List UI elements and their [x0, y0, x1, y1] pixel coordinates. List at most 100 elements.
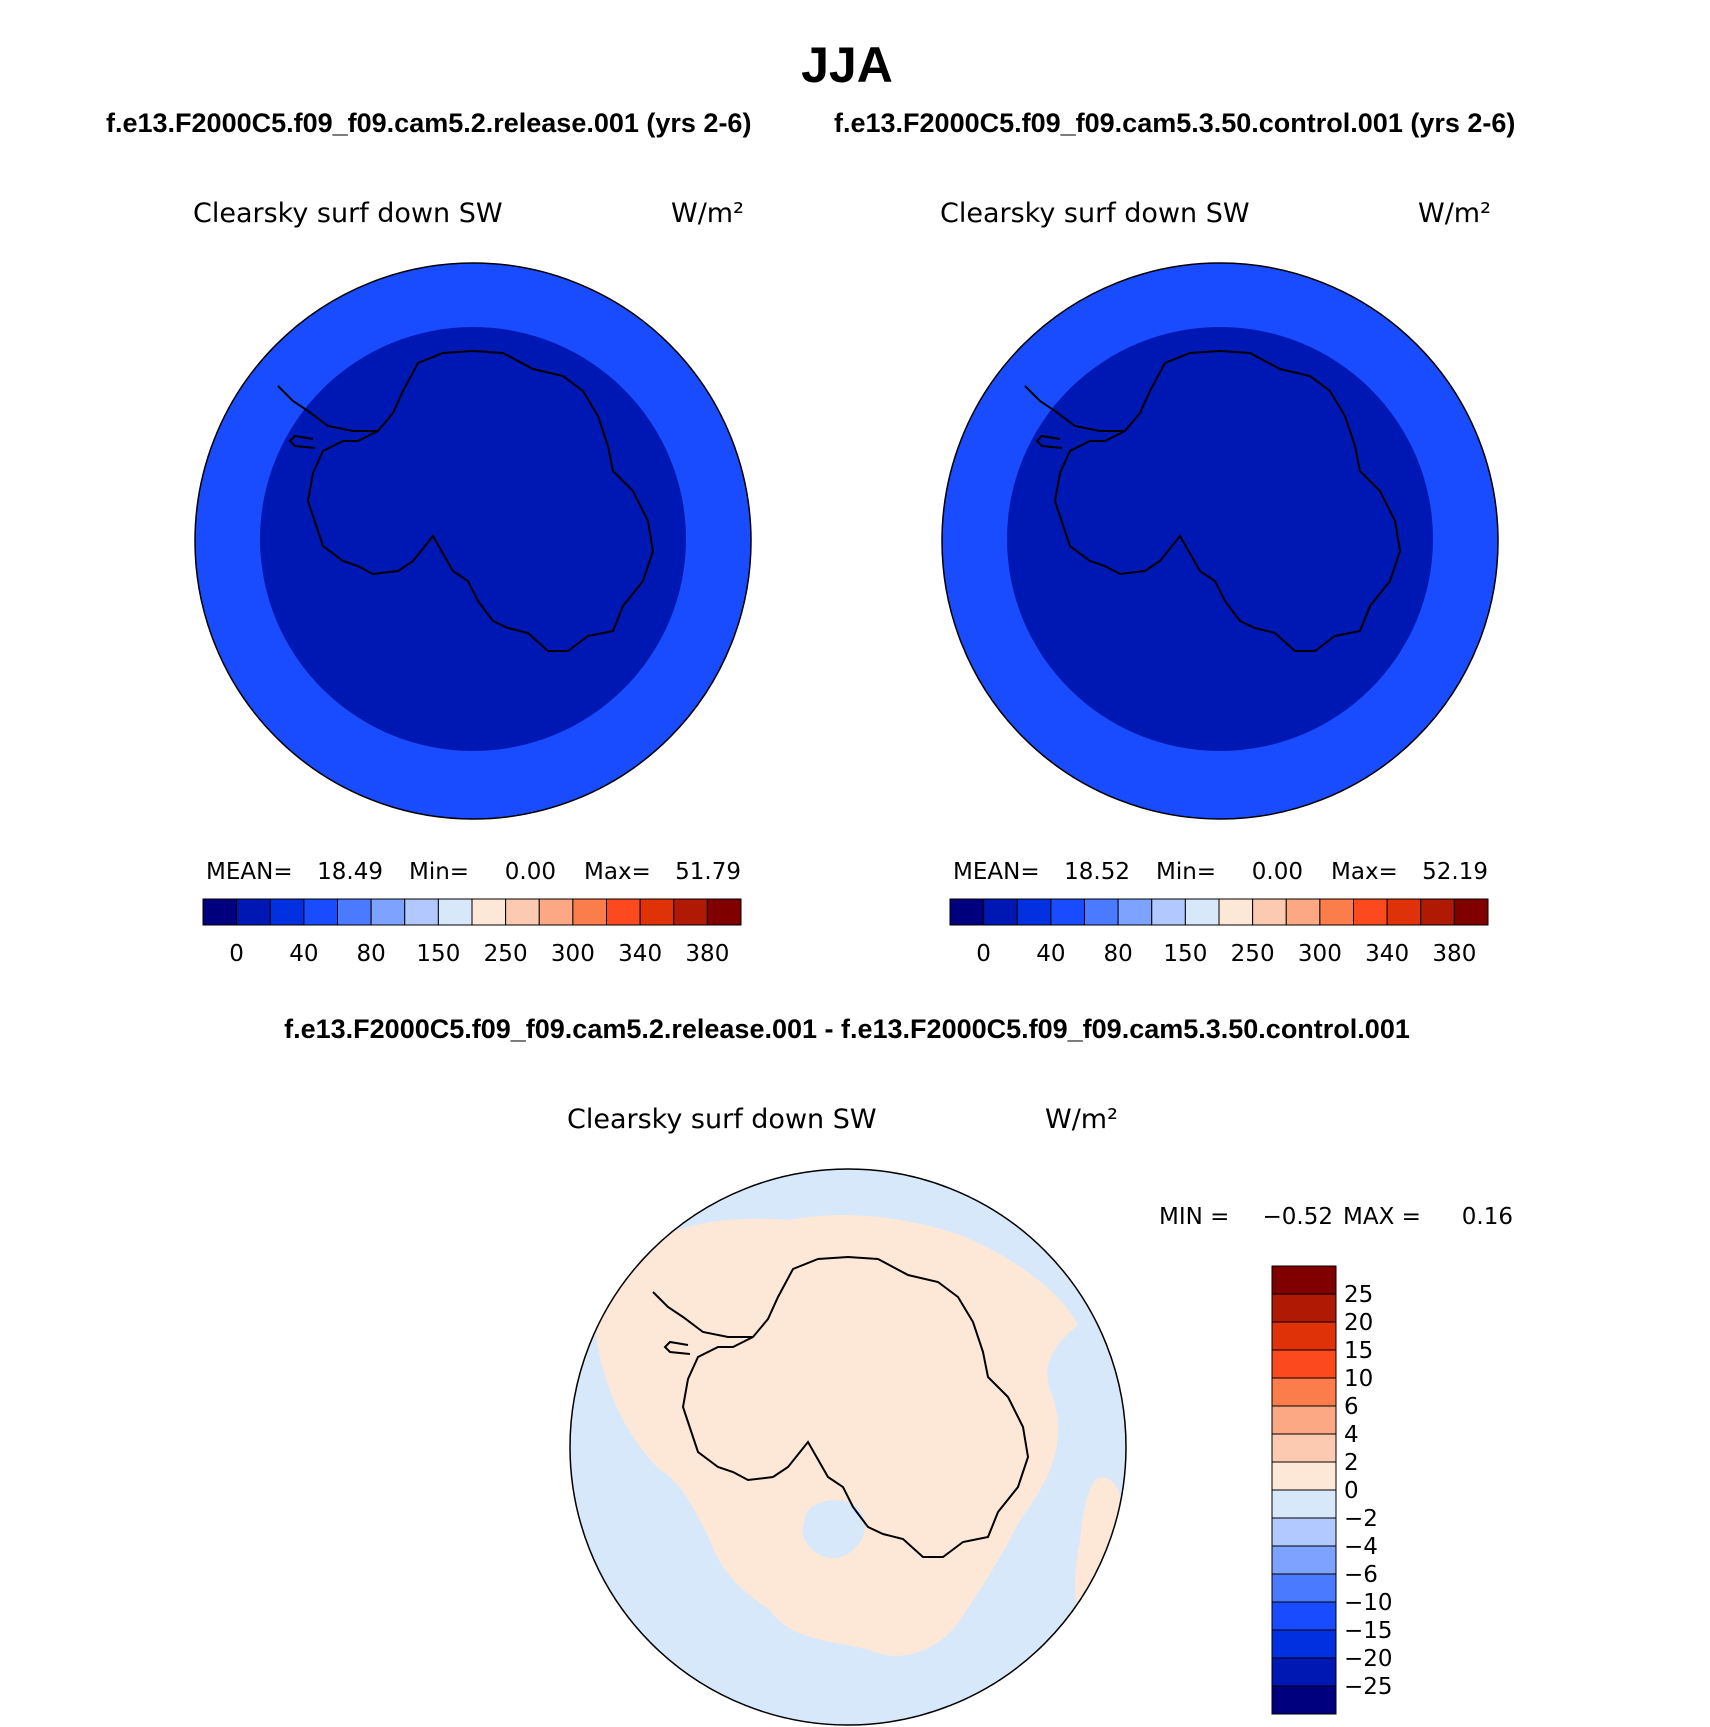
panel-b-min-value: 0.00	[1252, 859, 1303, 885]
panel-c-stats: MIN = −0.52 MAX = 0.16	[1159, 1204, 1513, 1230]
panel-b-max-label: Max=	[1331, 859, 1398, 885]
colorbar-swatch	[1050, 898, 1085, 926]
panel-case-b: Clearsky surf down SW W/m² MEAN= 18.52 M…	[940, 198, 1499, 967]
panel-b-inner-disk	[1007, 327, 1433, 751]
colorbar-swatch	[1271, 1321, 1337, 1351]
colorbar-tick-label: −20	[1344, 1646, 1393, 1672]
panel-b-mean-label: MEAN=	[953, 859, 1040, 885]
colorbar-swatch	[1271, 1349, 1337, 1379]
panel-case-a: Clearsky surf down SW W/m² MEAN= 18.49 M…	[193, 198, 752, 967]
colorbar-tick-label: 0	[976, 941, 991, 967]
colorbar-swatch	[1271, 1517, 1337, 1547]
colorbar-swatch	[1184, 898, 1220, 926]
colorbar-swatch	[1218, 898, 1254, 926]
colorbar-swatch	[471, 898, 507, 926]
colorbar-swatch	[1420, 898, 1455, 926]
colorbar-swatch	[1453, 898, 1489, 926]
colorbar-tick-label: −15	[1344, 1618, 1393, 1644]
colorbar-tick-label: 250	[1231, 941, 1275, 967]
colorbar-swatch	[1271, 1377, 1337, 1407]
colorbar-swatch	[236, 898, 271, 926]
panel-a-min-label: Min=	[409, 859, 469, 885]
colorbar-swatch	[538, 898, 574, 926]
colorbar-swatch	[1084, 898, 1119, 926]
colorbar-swatch	[1386, 898, 1422, 926]
colorbar-swatch	[370, 898, 406, 926]
panel-b-colorbar: 0 40 80 150 250 300 340 380	[949, 898, 1489, 967]
colorbar-tick-label: −25	[1344, 1674, 1393, 1700]
colorbar-tick-label: 2	[1344, 1450, 1359, 1476]
panel-c-positive-east-patch	[1075, 1477, 1123, 1620]
colorbar-tick-label: 380	[1432, 941, 1476, 967]
colorbar-swatch	[949, 898, 985, 926]
panel-a-units: W/m²	[671, 198, 744, 229]
panel-a-antarctica-coastline	[277, 349, 655, 652]
panel-a-max-label: Max=	[584, 859, 651, 885]
colorbar-swatch	[673, 898, 708, 926]
colorbar-swatch	[1271, 1489, 1337, 1519]
colorbar-swatch	[1271, 1405, 1337, 1435]
colorbar-tick-label: 380	[685, 941, 729, 967]
colorbar-tick-label: 340	[1365, 941, 1409, 967]
panel-a-inner-disk	[260, 327, 686, 751]
panel-c-max-label: MAX =	[1343, 1204, 1421, 1230]
panel-b-min-label: Min=	[1156, 859, 1216, 885]
colorbar-swatch	[1271, 1685, 1337, 1715]
colorbar-tick-label: 40	[1036, 941, 1065, 967]
colorbar-swatch	[1271, 1601, 1337, 1631]
colorbar-tick-label: 20	[1344, 1310, 1373, 1336]
panel-a-stats: MEAN= 18.49 Min= 0.00 Max= 51.79	[206, 859, 741, 885]
colorbar-tick-label: 150	[1163, 941, 1207, 967]
colorbar-tick-label: 10	[1344, 1366, 1373, 1392]
colorbar-swatch	[269, 898, 305, 926]
panel-a-min-value: 0.00	[505, 859, 556, 885]
colorbar-swatch	[505, 898, 540, 926]
panel-b-antarctica-coastline	[1024, 349, 1402, 652]
case-b-header: f.e13.F2000C5.f09_f09.cam5.3.50.control.…	[834, 108, 1515, 138]
colorbar-swatch	[706, 898, 742, 926]
colorbar-tick-label: 4	[1344, 1422, 1359, 1448]
colorbar-swatch	[1271, 1629, 1337, 1659]
colorbar-tick-label: 340	[618, 941, 662, 967]
colorbar-swatch	[1016, 898, 1052, 926]
colorbar-tick-label: −10	[1344, 1590, 1393, 1616]
colorbar-swatch	[1271, 1265, 1337, 1295]
colorbar-swatch	[983, 898, 1018, 926]
colorbar-swatch	[437, 898, 473, 926]
colorbar-swatch	[1285, 898, 1321, 926]
colorbar-swatch	[1319, 898, 1354, 926]
colorbar-tick-label: −6	[1344, 1562, 1378, 1588]
colorbar-swatch	[1271, 1293, 1337, 1323]
panel-b-variable-label: Clearsky surf down SW	[940, 198, 1250, 229]
diff-header: f.e13.F2000C5.f09_f09.cam5.2.release.001…	[284, 1014, 1410, 1044]
colorbar-swatch	[1271, 1433, 1337, 1463]
colorbar-swatch	[1117, 898, 1153, 926]
panel-c-variable-label: Clearsky surf down SW	[567, 1104, 877, 1135]
colorbar-tick-label: −2	[1344, 1506, 1378, 1532]
colorbar-tick-label: 250	[484, 941, 528, 967]
panel-b-stats: MEAN= 18.52 Min= 0.00 Max= 52.19	[953, 859, 1488, 885]
colorbar-swatch	[337, 898, 372, 926]
panel-a-mean-label: MEAN=	[206, 859, 293, 885]
figure-title: JJA	[801, 37, 893, 93]
colorbar-swatch	[1252, 898, 1287, 926]
panel-b-max-value: 52.19	[1422, 859, 1488, 885]
colorbar-tick-label: 25	[1344, 1282, 1373, 1308]
colorbar-tick-label: 15	[1344, 1338, 1373, 1364]
panel-c-min-value: −0.52	[1263, 1204, 1333, 1230]
colorbar-tick-label: 300	[1298, 941, 1342, 967]
panel-c-negative-inlet	[802, 1500, 866, 1559]
panel-difference: Clearsky surf down SW W/m² MIN = −0.52 M…	[567, 1104, 1513, 1726]
colorbar-swatch	[1151, 898, 1186, 926]
colorbar-tick-label: 80	[356, 941, 385, 967]
colorbar-tick-label: 40	[289, 941, 318, 967]
colorbar-tick-label: 6	[1344, 1394, 1359, 1420]
colorbar-tick-label: 0	[1344, 1478, 1359, 1504]
colorbar-swatch	[404, 898, 439, 926]
panel-a-mean-value: 18.49	[317, 859, 383, 885]
panel-c-min-label: MIN =	[1159, 1204, 1229, 1230]
colorbar-tick-label: 300	[551, 941, 595, 967]
case-a-header: f.e13.F2000C5.f09_f09.cam5.2.release.001…	[106, 108, 751, 138]
